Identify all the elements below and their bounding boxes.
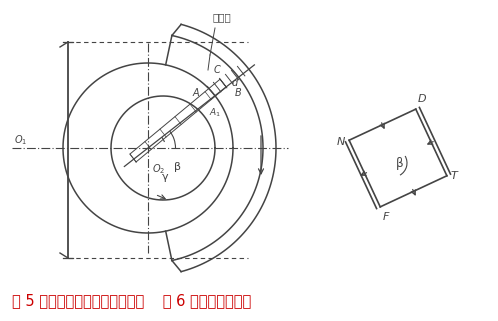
Text: C: C <box>214 65 221 75</box>
Text: $O_1$: $O_1$ <box>14 133 27 147</box>
Text: $A_1$: $A_1$ <box>209 106 221 119</box>
Text: 图 5 物料在环模内的受力分析图    图 6 物料块受力分析: 图 5 物料在环模内的受力分析图 图 6 物料块受力分析 <box>12 293 251 308</box>
Text: B: B <box>235 88 242 98</box>
Text: γ: γ <box>162 172 169 182</box>
Text: 挤压区: 挤压区 <box>213 12 232 22</box>
Text: $O_2$: $O_2$ <box>152 162 165 176</box>
Text: A: A <box>193 88 199 98</box>
Text: N: N <box>337 137 345 147</box>
Text: d: d <box>231 78 238 88</box>
Text: β: β <box>174 162 181 172</box>
Text: β: β <box>396 157 404 169</box>
Text: T: T <box>451 171 458 181</box>
Text: D: D <box>418 94 426 104</box>
Text: F: F <box>382 212 388 222</box>
